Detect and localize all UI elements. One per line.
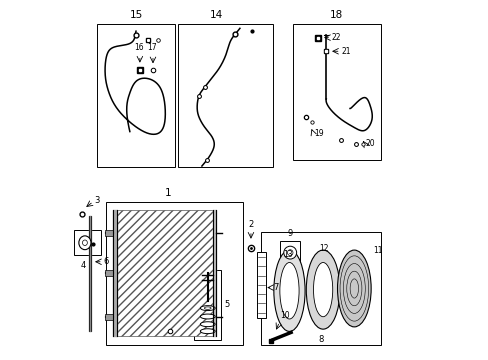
Ellipse shape [200,322,215,327]
Ellipse shape [82,240,87,246]
Bar [74,230,101,255]
Ellipse shape [79,236,91,250]
Bar [117,211,212,336]
Text: 1: 1 [164,188,171,198]
Text: 21: 21 [341,47,350,56]
Ellipse shape [200,314,215,319]
Bar [257,252,265,318]
Text: 16: 16 [134,43,143,52]
Text: 9: 9 [287,229,292,238]
Bar [106,202,242,345]
Ellipse shape [313,262,332,317]
Text: 18: 18 [329,10,343,21]
Text: 6: 6 [103,257,109,266]
Bar [194,270,221,339]
Text: 7: 7 [273,283,278,292]
Text: 5: 5 [224,300,229,309]
Ellipse shape [287,250,292,256]
Bar [178,24,273,167]
Text: 2: 2 [248,220,253,229]
Ellipse shape [305,250,339,329]
Text: 10: 10 [280,311,289,320]
Bar [97,24,174,167]
Text: 11: 11 [373,246,382,255]
Text: 14: 14 [209,10,223,21]
Text: 17: 17 [147,43,157,52]
Ellipse shape [279,262,299,319]
Text: 19: 19 [313,129,323,138]
Ellipse shape [283,246,296,259]
Text: 22: 22 [331,33,341,42]
Text: 12: 12 [319,244,328,253]
Ellipse shape [204,307,211,309]
Bar [105,314,113,320]
Ellipse shape [200,306,215,311]
Bar [280,241,300,264]
Text: 8: 8 [317,335,323,344]
Ellipse shape [200,329,215,334]
Ellipse shape [337,250,370,327]
Text: 20: 20 [365,139,374,148]
Text: 4: 4 [81,261,86,270]
Text: 15: 15 [129,10,142,21]
Ellipse shape [273,250,305,332]
Bar [260,232,380,345]
Bar [105,230,113,236]
Bar [105,270,113,276]
Bar [292,24,380,160]
Text: 3: 3 [94,196,100,205]
Text: 13: 13 [282,250,292,259]
